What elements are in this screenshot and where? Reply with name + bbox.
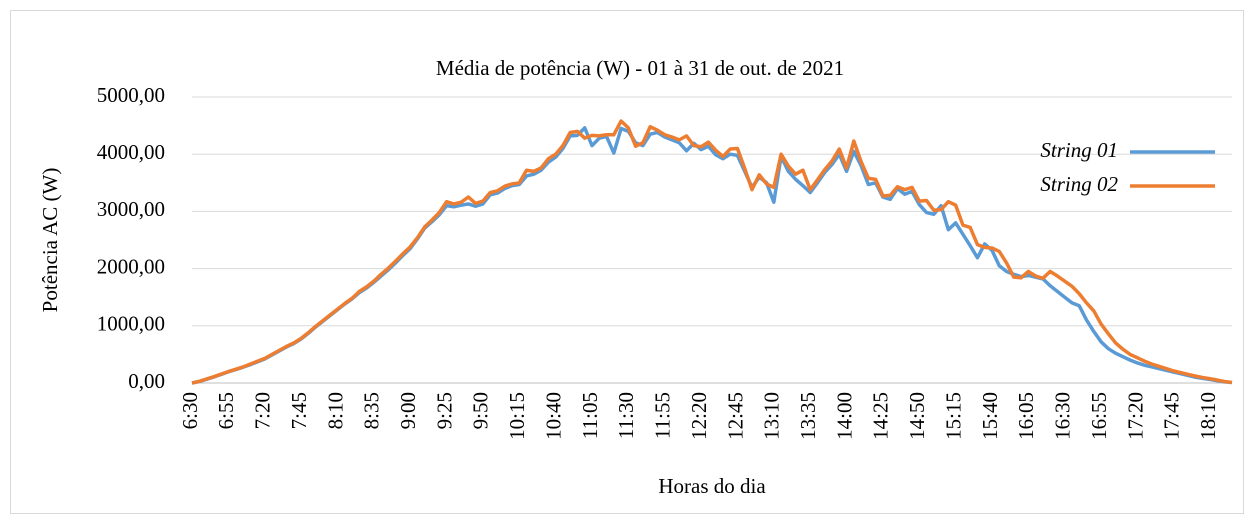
y-tick-label: 1000,00	[97, 312, 165, 336]
y-tick-label: 5000,00	[97, 83, 165, 107]
x-tick-label: 15:40	[978, 392, 1002, 440]
x-tick-label: 14:00	[832, 392, 856, 440]
x-tick-label: 8:35	[360, 392, 384, 429]
chart-frame	[10, 10, 1244, 514]
x-tick-label: 10:40	[541, 392, 565, 440]
x-tick-label: 17:20	[1123, 392, 1147, 440]
y-tick-label: 2000,00	[97, 254, 165, 278]
series-line	[191, 119, 1233, 385]
y-tick-label: 0,00	[128, 369, 165, 393]
x-tick-label: 18:10	[1196, 392, 1220, 440]
x-tick-label: 13:35	[796, 392, 820, 440]
x-tick-label: 17:45	[1160, 392, 1184, 440]
x-tick-label: 15:15	[941, 392, 965, 440]
x-tick-label: 9:00	[396, 392, 420, 429]
x-tick-label: 12:20	[687, 392, 711, 440]
x-tick-label: 14:50	[905, 392, 929, 440]
x-tick-label: 7:45	[287, 392, 311, 429]
legend-label: String 02	[1040, 172, 1118, 196]
x-tick-label: 12:45	[723, 392, 747, 440]
x-tick-label: 11:30	[614, 392, 638, 439]
x-tick-label: 6:55	[214, 392, 238, 429]
x-tick-label: 14:25	[869, 392, 893, 440]
y-tick-label: 3000,00	[97, 197, 165, 221]
y-axis-title: Potência AC (W)	[38, 168, 62, 313]
legend-label: String 01	[1040, 138, 1118, 162]
x-tick-label: 9:50	[469, 392, 493, 429]
x-tick-label: 9:25	[432, 392, 456, 429]
x-tick-label: 7:20	[251, 392, 275, 429]
x-tick-label: 8:10	[323, 392, 347, 429]
x-tick-label: 13:10	[760, 392, 784, 440]
x-axis-title: Horas do dia	[658, 474, 766, 498]
x-tick-label: 16:30	[1051, 392, 1075, 440]
y-tick-label: 4000,00	[97, 140, 165, 164]
x-tick-label: 10:15	[505, 392, 529, 440]
x-tick-label: 6:30	[178, 392, 202, 429]
chart-title: Média de potência (W) - 01 à 31 de out. …	[436, 56, 844, 80]
x-tick-label: 11:55	[651, 392, 675, 439]
x-tick-label: 16:55	[1087, 392, 1111, 440]
x-tick-label: 16:05	[1014, 392, 1038, 440]
x-tick-label: 11:05	[578, 392, 602, 439]
